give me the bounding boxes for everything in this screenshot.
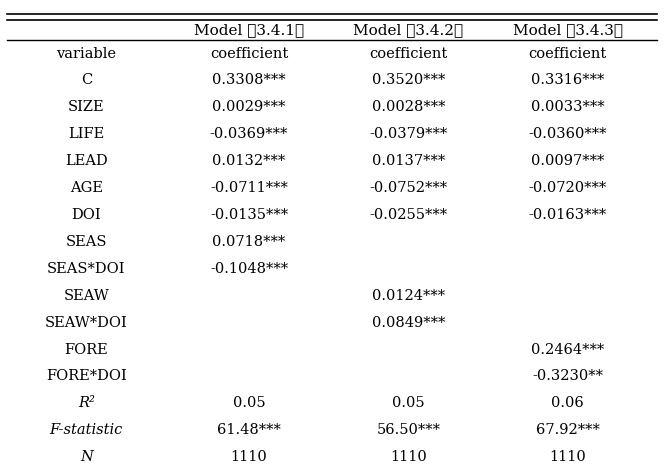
Text: 67.92***: 67.92*** [536,423,600,437]
Text: -0.0720***: -0.0720*** [529,181,607,195]
Text: R²: R² [78,396,95,410]
Text: Model （3.4.3）: Model （3.4.3） [513,23,623,37]
Text: N: N [80,450,93,464]
Text: -0.0369***: -0.0369*** [210,127,288,141]
Text: Model （3.4.1）: Model （3.4.1） [194,23,304,37]
Text: DOI: DOI [72,208,101,222]
Text: 0.06: 0.06 [551,396,584,410]
Text: Model （3.4.2）: Model （3.4.2） [353,23,463,37]
Text: -0.1048***: -0.1048*** [210,262,288,276]
Text: 1110: 1110 [230,450,268,464]
Text: 1110: 1110 [549,450,586,464]
Text: 0.0033***: 0.0033*** [531,101,604,114]
Text: 0.05: 0.05 [392,396,425,410]
Text: coefficient: coefficient [369,47,448,60]
Text: LIFE: LIFE [68,127,104,141]
Text: C: C [81,74,92,87]
Text: 56.50***: 56.50*** [376,423,440,437]
Text: 1110: 1110 [390,450,427,464]
Text: SEAW: SEAW [64,289,109,303]
Text: -0.0752***: -0.0752*** [369,181,448,195]
Text: SIZE: SIZE [68,101,105,114]
Text: SEAS: SEAS [66,235,107,249]
Text: 0.0718***: 0.0718*** [212,235,286,249]
Text: 0.0097***: 0.0097*** [531,154,604,168]
Text: F-statistic: F-statistic [50,423,123,437]
Text: -0.0255***: -0.0255*** [369,208,448,222]
Text: -0.0360***: -0.0360*** [529,127,607,141]
Text: 0.0029***: 0.0029*** [212,101,286,114]
Text: -0.0711***: -0.0711*** [210,181,288,195]
Text: coefficient: coefficient [529,47,607,60]
Text: 61.48***: 61.48*** [217,423,281,437]
Text: FORE: FORE [64,343,108,356]
Text: 0.2464***: 0.2464*** [531,343,604,356]
Text: LEAD: LEAD [65,154,108,168]
Text: 0.0028***: 0.0028*** [372,101,445,114]
Text: -0.0135***: -0.0135*** [210,208,288,222]
Text: -0.0163***: -0.0163*** [529,208,607,222]
Text: variable: variable [56,47,116,60]
Text: 0.3308***: 0.3308*** [212,74,286,87]
Text: FORE*DOI: FORE*DOI [46,370,127,383]
Text: AGE: AGE [70,181,103,195]
Text: 0.0124***: 0.0124*** [372,289,445,303]
Text: SEAW*DOI: SEAW*DOI [45,316,127,329]
Text: 0.3520***: 0.3520*** [372,74,445,87]
Text: 0.0849***: 0.0849*** [372,316,445,329]
Text: SEAS*DOI: SEAS*DOI [47,262,125,276]
Text: -0.0379***: -0.0379*** [369,127,448,141]
Text: 0.3316***: 0.3316*** [531,74,604,87]
Text: 0.05: 0.05 [232,396,266,410]
Text: coefficient: coefficient [210,47,288,60]
Text: -0.3230**: -0.3230** [533,370,603,383]
Text: 0.0137***: 0.0137*** [372,154,445,168]
Text: 0.0132***: 0.0132*** [212,154,286,168]
